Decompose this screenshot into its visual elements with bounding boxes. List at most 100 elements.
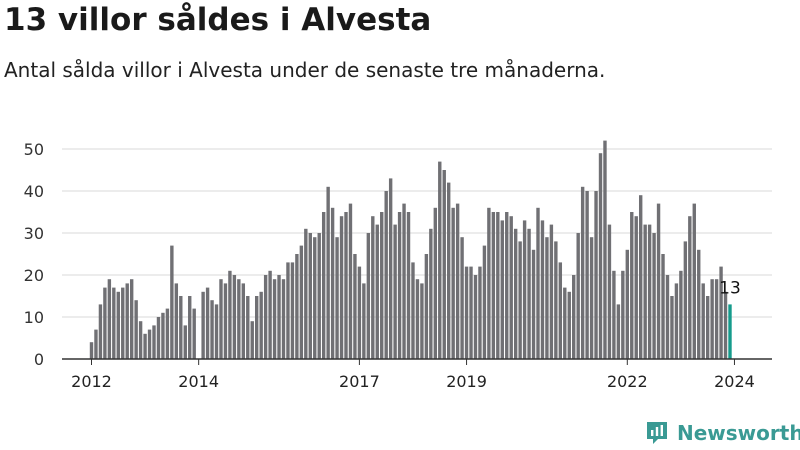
bar — [580, 186, 585, 359]
bar — [616, 304, 621, 359]
bar — [339, 216, 344, 359]
bar — [679, 270, 683, 359]
bar — [505, 212, 509, 359]
bar — [487, 207, 491, 359]
newsworthy-logo: Newsworthy — [645, 420, 800, 446]
bar — [165, 308, 170, 359]
bar — [152, 325, 156, 359]
y-tick-label: 10 — [24, 308, 44, 327]
bar — [223, 283, 228, 359]
bar — [156, 317, 161, 359]
bar — [335, 237, 339, 359]
bar — [304, 228, 308, 359]
bar — [661, 254, 665, 359]
bar — [134, 300, 138, 359]
bar — [563, 287, 567, 359]
bar — [540, 220, 545, 359]
bar — [205, 287, 210, 359]
bar — [321, 212, 326, 359]
bar — [536, 207, 540, 359]
bar — [232, 275, 237, 359]
bar — [295, 254, 299, 359]
x-tick-label: 2014 — [178, 372, 219, 391]
bar — [112, 287, 116, 359]
bar — [228, 270, 232, 359]
bar — [652, 233, 656, 359]
y-tick-label: 30 — [24, 224, 44, 243]
bar — [683, 241, 688, 359]
bar — [509, 216, 513, 359]
bar — [98, 304, 103, 359]
bar — [161, 312, 165, 359]
bar — [348, 203, 353, 359]
bar — [330, 207, 335, 359]
bar — [125, 283, 129, 359]
bar — [630, 212, 634, 359]
bar — [250, 321, 254, 359]
bar-chart: 0 10 20 30 40 50 2012 2014 2017 2019 2022 2024 13 — [24, 140, 772, 391]
bar — [357, 266, 362, 359]
bar — [375, 224, 379, 359]
bar — [188, 296, 192, 359]
bar — [429, 228, 433, 359]
bar — [420, 283, 424, 359]
bar — [513, 228, 518, 359]
bar — [201, 291, 205, 359]
bar — [281, 279, 286, 359]
bar — [246, 296, 250, 359]
bar — [545, 237, 549, 359]
bar-highlight — [728, 304, 732, 359]
bar — [478, 266, 482, 359]
bar — [714, 279, 719, 359]
bar — [447, 182, 451, 359]
bar — [219, 279, 223, 359]
bar — [121, 287, 125, 359]
bar — [241, 283, 246, 359]
bar — [362, 283, 366, 359]
bar — [397, 212, 402, 359]
bar — [174, 283, 179, 359]
bar — [688, 216, 692, 359]
bar — [603, 140, 607, 359]
bar — [496, 212, 500, 359]
bar — [705, 296, 710, 359]
bar — [214, 304, 219, 359]
page-title: 13 villor såldes i Alvesta — [4, 2, 432, 38]
bar — [388, 178, 393, 359]
bar — [572, 275, 576, 359]
bar — [183, 325, 187, 359]
bar — [415, 279, 420, 359]
bar — [522, 220, 527, 359]
x-tick-label: 2022 — [607, 372, 648, 391]
bar — [558, 262, 563, 359]
bar — [621, 270, 625, 359]
bar — [531, 249, 536, 359]
bar — [451, 207, 455, 359]
bar — [576, 233, 580, 359]
value-labels: 13 — [719, 278, 741, 298]
bar — [482, 245, 487, 359]
bar — [116, 291, 120, 359]
bar — [89, 342, 94, 359]
bar — [384, 191, 388, 359]
x-tick-label: 2017 — [339, 372, 380, 391]
bar — [469, 266, 473, 359]
bar — [625, 249, 629, 359]
bar — [719, 266, 723, 359]
x-tick-label: 2019 — [446, 372, 487, 391]
bar — [313, 237, 317, 359]
bar — [147, 329, 152, 359]
bar — [723, 291, 728, 359]
bar — [103, 287, 107, 359]
bar — [674, 283, 679, 359]
bar — [585, 191, 589, 359]
bar — [424, 254, 429, 359]
last-value-label: 13 — [719, 278, 741, 298]
bar — [308, 233, 312, 359]
bar — [701, 283, 705, 359]
bar — [527, 228, 531, 359]
bar — [371, 216, 375, 359]
bar — [567, 291, 571, 359]
y-tick-label: 50 — [24, 140, 44, 159]
bar — [366, 233, 371, 359]
